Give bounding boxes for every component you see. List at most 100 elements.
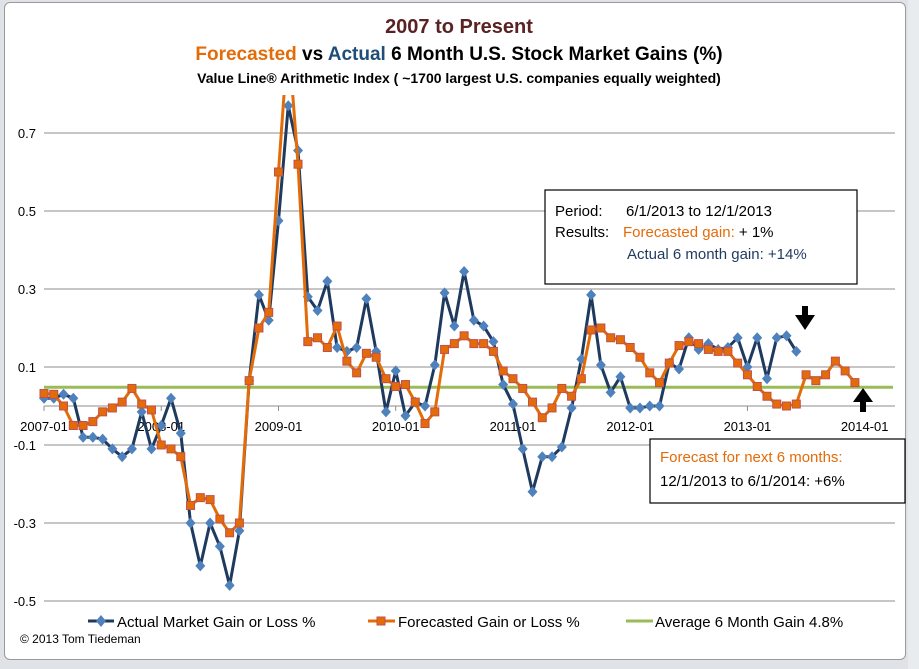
forecast-point: [791, 399, 801, 409]
forecast-point: [322, 343, 332, 352]
forecasted-gain-value: + 1%: [735, 224, 774, 241]
forecast-point: [625, 343, 635, 352]
forecast-point: [655, 378, 665, 388]
forecast-point: [449, 339, 459, 349]
actual-point: [429, 359, 440, 371]
arrow-down-icon: [795, 306, 815, 330]
actual-point: [361, 293, 372, 305]
forecast-point: [59, 401, 69, 411]
legend: Actual Market Gain or Loss % Forecasted …: [88, 614, 843, 631]
actual-point: [175, 427, 186, 439]
actual-point: [625, 402, 636, 414]
actual-point: [761, 373, 772, 385]
y-tick-label: -0.3: [14, 516, 36, 531]
subtitle-actual: Actual: [328, 44, 386, 65]
forecast-point: [557, 383, 567, 393]
forecast-point: [127, 383, 137, 393]
x-tick-label: 2010-01: [372, 419, 420, 434]
actual-point: [332, 342, 343, 353]
actual-point: [771, 332, 782, 344]
forecast-point: [264, 307, 274, 317]
actual-point: [78, 431, 89, 443]
actual-point: [283, 100, 294, 112]
forecast-point: [39, 389, 49, 399]
forecast-point: [342, 356, 352, 366]
forecast-point: [742, 370, 752, 380]
forecast-point: [459, 331, 469, 341]
actual-point: [615, 371, 626, 383]
forecast-point: [586, 325, 596, 335]
actual-point: [156, 420, 167, 431]
actual-gain-result: Actual 6 month gain: +14%: [627, 246, 807, 263]
forecast-point: [528, 397, 537, 407]
forecast-point: [469, 339, 479, 349]
forecast-point: [850, 378, 860, 388]
forecast-point: [176, 452, 186, 462]
forecast-line-1: Forecast for next 6 months:: [660, 449, 843, 466]
actual-point: [195, 560, 206, 572]
y-tick-label: 0.7: [18, 126, 36, 141]
actual-point: [205, 517, 216, 529]
forecast-point: [694, 339, 704, 349]
chart-subtitle: Forecasted vs Actual 6 Month U.S. Stock …: [195, 44, 722, 65]
actual-point: [781, 330, 792, 342]
forecast-point: [703, 344, 713, 354]
forecast-point: [547, 403, 557, 413]
actual-point: [654, 400, 665, 412]
forecast-point: [166, 444, 176, 454]
forecast-point: [205, 495, 215, 505]
forecast-point: [117, 397, 127, 407]
forecast-point: [293, 159, 303, 169]
forecast-point: [146, 405, 156, 415]
actual-point: [488, 336, 499, 348]
actual-point: [644, 400, 655, 412]
forecast-point: [733, 358, 743, 368]
actual-point: [791, 345, 802, 357]
chart-frame: [4, 2, 906, 660]
actual-point: [126, 443, 137, 455]
actual-point: [107, 443, 118, 455]
forecast-point: [782, 401, 792, 411]
forecast-point: [78, 421, 88, 430]
forecast-point: [361, 348, 371, 358]
results-annotation-box: Period: 6/1/2013 to 12/1/2013 Results: F…: [544, 189, 858, 285]
x-tick-label: 2013-01: [724, 419, 772, 434]
actual-point: [380, 406, 391, 418]
y-tick-label: -0.5: [14, 594, 36, 609]
actual-point: [547, 451, 558, 463]
forecast-point: [332, 321, 342, 331]
actual-point: [449, 320, 460, 332]
arrow-up-icon: [853, 388, 873, 412]
forecast-point: [664, 358, 674, 368]
forecast-point: [107, 403, 117, 413]
forecast-point: [596, 323, 606, 333]
actual-point: [97, 433, 108, 445]
y-tick-label: -0.1: [14, 438, 36, 453]
forecast-point: [498, 366, 508, 376]
x-tick-label: 2011-01: [490, 419, 537, 434]
actual-point: [351, 342, 362, 353]
actual-point: [136, 406, 147, 418]
scrollbar[interactable]: [908, 0, 919, 669]
forecast-point: [430, 407, 440, 417]
forecast-point: [381, 374, 391, 384]
actual-point: [507, 398, 518, 410]
actual-point: [752, 332, 763, 344]
actual-point: [556, 441, 567, 453]
forecast-point: [821, 370, 831, 380]
forecast-point: [713, 346, 723, 356]
actual-point: [732, 332, 743, 344]
actual-point: [68, 392, 79, 404]
legend-item-forecasted: Forecasted Gain or Loss %: [368, 614, 580, 631]
copyright: © 2013 Tom Tiedeman: [20, 632, 141, 646]
actual-point: [498, 379, 509, 391]
actual-point: [322, 275, 333, 287]
forecast-point: [98, 407, 108, 417]
forecast-point: [352, 368, 362, 378]
forecast-point: [420, 419, 430, 429]
actual-point: [468, 314, 479, 326]
actual-point: [517, 443, 528, 455]
legend-item-actual: Actual Market Gain or Loss %: [88, 614, 315, 631]
actual-point: [537, 451, 548, 463]
forecast-point: [576, 374, 586, 384]
